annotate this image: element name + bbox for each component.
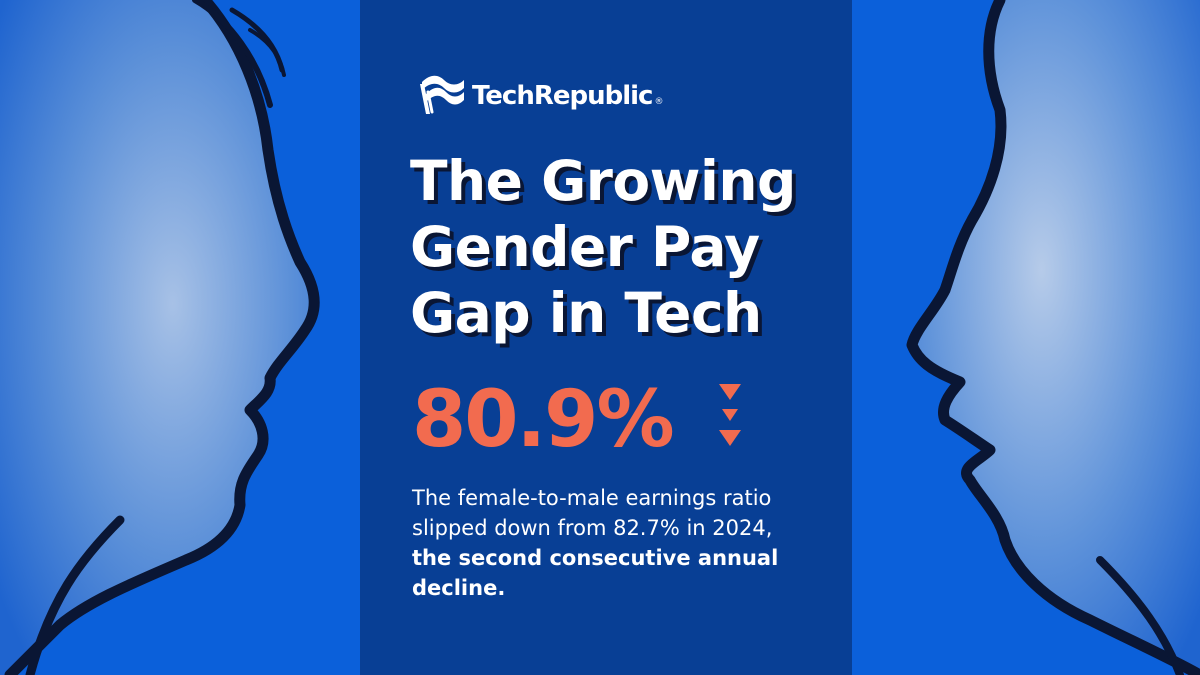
registered-mark: ® xyxy=(654,97,664,107)
right-face-silhouette xyxy=(906,0,1200,675)
flag-wave-icon xyxy=(420,75,464,114)
stat-block: 80.9% xyxy=(412,372,772,468)
left-face-silhouette xyxy=(0,0,320,675)
triple-down-arrow-icon xyxy=(719,384,741,446)
page-title: The Growing Gender Pay Gap in Tech xyxy=(410,148,830,346)
description-text: The female-to-male earnings ratio slippe… xyxy=(412,486,773,540)
earnings-ratio-value: 80.9% xyxy=(412,375,675,465)
techrepublic-logo: TechRepublic ® xyxy=(416,68,676,120)
description-highlight: the second consecutive annual decline. xyxy=(412,546,779,600)
headline-line-2: Gender Pay xyxy=(410,215,760,279)
headline-line-3: Gap in Tech xyxy=(410,281,762,345)
headline-line-1: The Growing xyxy=(410,149,796,213)
stat-description: The female-to-male earnings ratio slippe… xyxy=(412,483,812,603)
brand-name: TechRepublic xyxy=(472,81,653,111)
center-text-panel xyxy=(360,0,852,675)
